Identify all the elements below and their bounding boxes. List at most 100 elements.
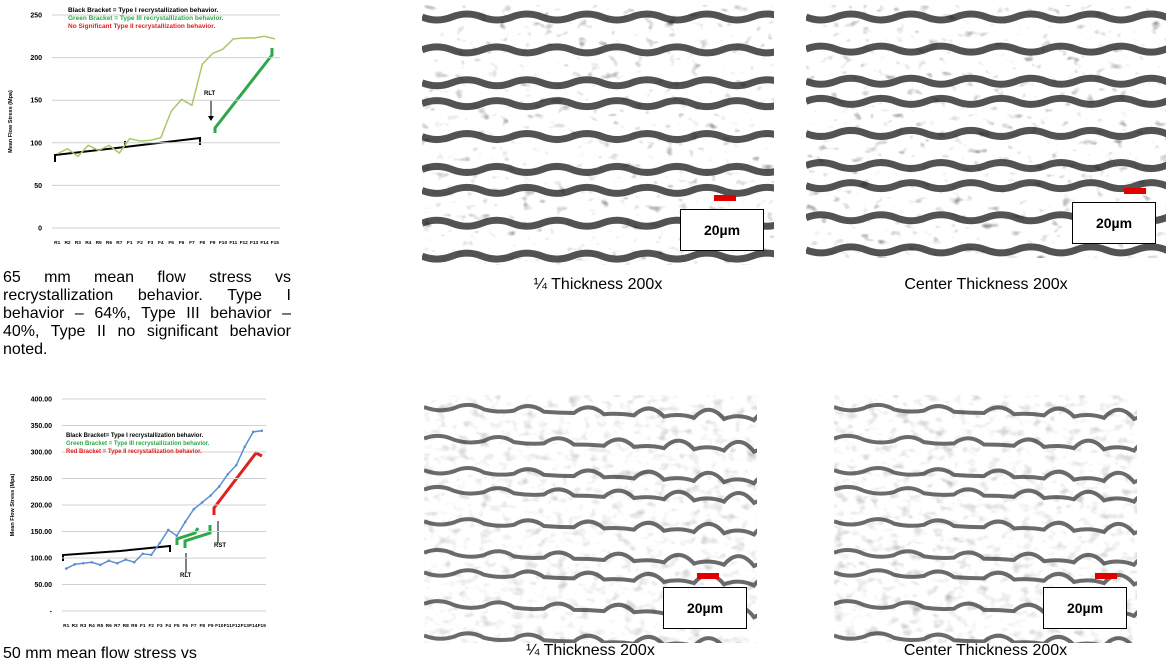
chart: - 50.00 100.00 150.00 200.00 250.00 300.00 350.…: [10, 397, 267, 630]
y-tick-label: 100.00: [31, 556, 53, 563]
dark-band: [834, 484, 1137, 505]
x-tick-label: F5: [168, 240, 174, 246]
point: [209, 494, 213, 497]
x-tick-label: R6: [106, 623, 112, 629]
annotation: RST: [214, 543, 226, 549]
point: [73, 563, 77, 566]
y-axis-label: Mean Flow Stress (Mpa): [10, 474, 16, 537]
x-tick-label: R9: [131, 623, 137, 629]
dark-band: [422, 183, 774, 197]
point: [183, 520, 187, 524]
micrograph-caption: Center Thickness 200x: [904, 276, 1068, 293]
bracket: [175, 527, 200, 545]
point: [81, 562, 85, 565]
x-tick-label: F3: [148, 240, 154, 246]
dark-band: [834, 548, 1137, 568]
x-tick-label: R5: [96, 240, 102, 246]
point: [243, 445, 247, 448]
dark-band: [806, 94, 1166, 108]
x-tick-label: R7: [116, 240, 122, 246]
y-tick-label: 200.00: [31, 503, 53, 510]
y-tick-label: 100: [30, 140, 42, 147]
point: [175, 534, 179, 538]
micrograph-caption: ¼ Thickness 200x: [533, 276, 663, 293]
point: [166, 528, 170, 532]
annotation: RLT: [180, 573, 192, 579]
x-tick-label: F8: [199, 623, 205, 629]
x-tick-label: F6: [182, 623, 188, 629]
x-tick-label: R8: [123, 623, 129, 629]
scale-label: 20µm: [680, 209, 764, 251]
x-tick-label: R5: [97, 623, 103, 629]
x-tick-label: F13: [241, 623, 250, 629]
x-tick-label: F15: [271, 240, 280, 246]
bracket: [212, 451, 263, 515]
x-tick-label: F2: [148, 623, 154, 629]
annotation: RLT: [204, 91, 216, 97]
dark-band: [422, 76, 774, 90]
x-tick-label: R3: [80, 623, 86, 629]
dark-band: [834, 402, 1137, 422]
point: [200, 501, 204, 504]
x-tick-label: R4: [89, 623, 95, 629]
y-tick-label: 350.00: [31, 423, 53, 430]
x-tick-label: F12: [240, 240, 249, 246]
x-tick-label: F4: [165, 623, 171, 629]
x-tick-label: R7: [114, 623, 120, 629]
dark-band: [422, 249, 774, 263]
dark-band: [806, 179, 1166, 193]
legend-note: Green Bracket = Type III recrystallizati…: [66, 441, 210, 447]
point: [251, 430, 255, 434]
dark-band: [806, 74, 1166, 88]
x-tick-label: F7: [189, 240, 195, 246]
x-tick-label: F1: [140, 623, 146, 629]
dark-band: [422, 10, 774, 24]
point: [132, 560, 136, 564]
x-tick-label: F15: [258, 623, 267, 629]
scale-label: 20µm: [1072, 202, 1156, 244]
dark-band: [424, 433, 757, 455]
dark-band: [834, 517, 1137, 536]
point: [64, 567, 68, 570]
dark-band: [806, 159, 1166, 173]
x-tick-label: F2: [137, 240, 143, 246]
dark-band: [834, 568, 1137, 587]
x-tick-label: F14: [249, 623, 258, 629]
point: [141, 552, 145, 556]
point: [234, 463, 238, 467]
arrow-head: [208, 116, 214, 121]
dark-band: [424, 631, 757, 643]
x-tick-label: F9: [210, 240, 216, 246]
micrograph: [424, 395, 757, 643]
dark-band: [424, 517, 757, 537]
y-tick-label: -: [50, 609, 53, 616]
micrograph: [806, 5, 1166, 258]
y-tick-label: 200: [30, 55, 42, 62]
dark-band: [806, 126, 1166, 140]
x-tick-label: F12: [232, 623, 241, 629]
y-tick-label: 250: [30, 13, 42, 20]
legend-note: Black Bracket = Type I recrystallization…: [68, 7, 219, 14]
dark-band: [424, 548, 757, 569]
dark-band: [422, 162, 774, 176]
scale-bar: [1124, 188, 1146, 194]
point: [226, 472, 230, 476]
dark-band: [424, 484, 757, 506]
bracket: [62, 544, 171, 561]
legend-note: Green Bracket = Type III recrystallizati…: [68, 15, 224, 22]
bracket: [183, 525, 212, 548]
point: [217, 485, 221, 488]
dark-band: [834, 631, 1133, 643]
dark-band: [806, 10, 1166, 24]
x-tick-label: R2: [72, 623, 78, 629]
point: [149, 553, 153, 557]
dark-band: [422, 97, 774, 111]
y-tick-label: 400.00: [31, 397, 53, 404]
dark-band: [422, 43, 774, 57]
point: [158, 541, 162, 545]
caption: 50 mm mean flow stress vs: [3, 645, 197, 662]
x-tick-label: F1: [127, 240, 133, 246]
micrograph-caption: Center Thickness 200x: [903, 642, 1068, 659]
scale-bar: [1095, 573, 1117, 579]
x-tick-label: R1: [54, 240, 60, 246]
